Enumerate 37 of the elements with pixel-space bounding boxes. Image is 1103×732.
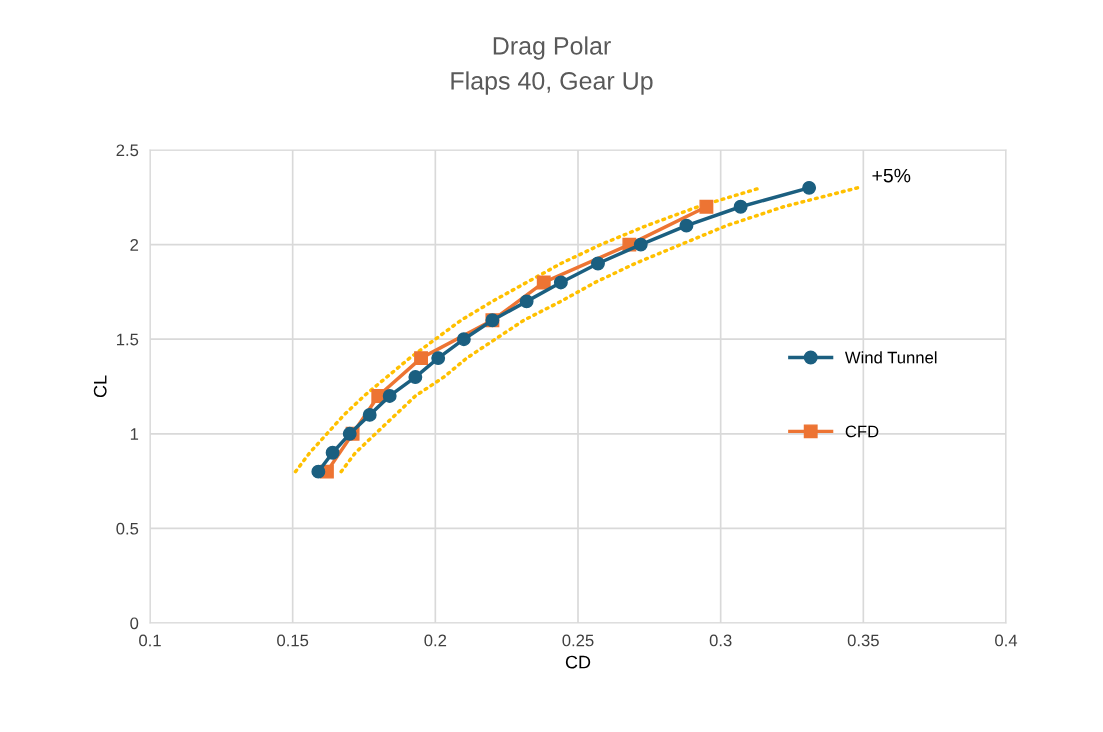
point — [536, 275, 551, 290]
point — [733, 199, 748, 214]
point — [802, 180, 817, 195]
annotation: +5% — [872, 168, 911, 183]
point — [408, 370, 423, 384]
x-tick-label: 0.3 — [709, 634, 732, 647]
point — [414, 351, 429, 366]
point — [382, 389, 397, 403]
y-tick-label: 0.5 — [116, 522, 139, 535]
x-tick-label: 0.15 — [277, 634, 309, 647]
x-tick-label: 0.1 — [139, 634, 161, 647]
point — [633, 237, 648, 252]
x-tick-label: 0.2 — [424, 634, 447, 647]
x-tick-label: 0.25 — [562, 634, 594, 647]
y-tick-label: 2.5 — [116, 144, 139, 157]
y-axis-title: CL — [93, 375, 107, 398]
point — [553, 275, 568, 290]
legend-label: Wind Tunnel — [844, 351, 937, 364]
legend-label: CFD — [845, 425, 879, 438]
x-axis-title: CD — [565, 655, 591, 669]
point — [311, 464, 326, 479]
point — [679, 218, 694, 233]
point — [591, 256, 605, 271]
y-tick-label: 1.5 — [116, 333, 139, 346]
y-tick-label: 0 — [130, 617, 139, 630]
y-tick-label: 2 — [130, 239, 139, 251]
point — [456, 332, 471, 347]
point — [362, 407, 377, 422]
x-tick-label: 0.35 — [847, 634, 879, 647]
chart-title: Drag Polar — [493, 36, 611, 60]
y-tick-label: 1 — [130, 428, 139, 440]
chart-subtitle: Flaps 40, Gear Up — [451, 71, 653, 95]
point — [431, 351, 446, 366]
point — [519, 294, 534, 309]
point — [699, 199, 714, 214]
point — [325, 445, 340, 460]
x-tick-label: 0.4 — [995, 634, 1018, 647]
